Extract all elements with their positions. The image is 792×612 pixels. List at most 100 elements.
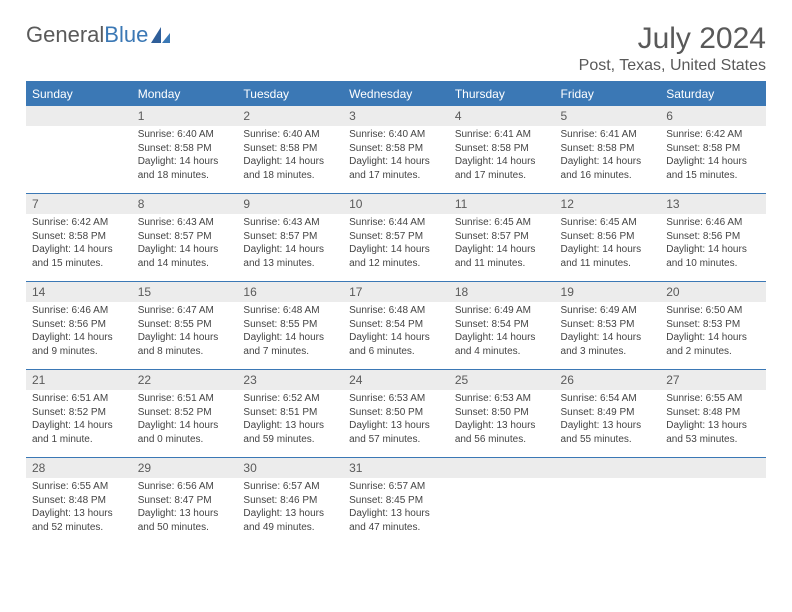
sunrise-text: Sunrise: 6:56 AM (138, 480, 232, 494)
day-number: 30 (237, 457, 343, 478)
sunrise-text: Sunrise: 6:49 AM (455, 304, 549, 318)
day-number: 11 (449, 193, 555, 214)
day-number: 20 (660, 281, 766, 302)
sunrise-text: Sunrise: 6:41 AM (455, 128, 549, 142)
sunrise-text: Sunrise: 6:42 AM (666, 128, 760, 142)
calendar-cell: 26Sunrise: 6:54 AMSunset: 8:49 PMDayligh… (555, 369, 661, 457)
day-number: 13 (660, 193, 766, 214)
day-number: 22 (132, 369, 238, 390)
sunrise-text: Sunrise: 6:42 AM (32, 216, 126, 230)
daylight-text: Daylight: 14 hours and 0 minutes. (138, 419, 232, 446)
day-number: 24 (343, 369, 449, 390)
sunset-text: Sunset: 8:54 PM (349, 318, 443, 332)
sunrise-text: Sunrise: 6:45 AM (455, 216, 549, 230)
day-number: 14 (26, 281, 132, 302)
sunrise-text: Sunrise: 6:50 AM (666, 304, 760, 318)
empty-daynum (555, 457, 661, 478)
day-detail: Sunrise: 6:49 AMSunset: 8:53 PMDaylight:… (555, 302, 661, 364)
day-detail: Sunrise: 6:41 AMSunset: 8:58 PMDaylight:… (555, 126, 661, 188)
sunset-text: Sunset: 8:52 PM (138, 406, 232, 420)
month-title: July 2024 (579, 22, 766, 55)
calendar-cell: 6Sunrise: 6:42 AMSunset: 8:58 PMDaylight… (660, 105, 766, 193)
day-number: 18 (449, 281, 555, 302)
sunset-text: Sunset: 8:57 PM (455, 230, 549, 244)
day-detail: Sunrise: 6:41 AMSunset: 8:58 PMDaylight:… (449, 126, 555, 188)
calendar-cell: 5Sunrise: 6:41 AMSunset: 8:58 PMDaylight… (555, 105, 661, 193)
daylight-text: Daylight: 14 hours and 14 minutes. (138, 243, 232, 270)
daylight-text: Daylight: 14 hours and 11 minutes. (455, 243, 549, 270)
header: GeneralBlue July 2024 Post, Texas, Unite… (26, 22, 766, 75)
daylight-text: Daylight: 14 hours and 2 minutes. (666, 331, 760, 358)
daylight-text: Daylight: 14 hours and 12 minutes. (349, 243, 443, 270)
logo-text-2: Blue (104, 22, 148, 48)
daylight-text: Daylight: 14 hours and 7 minutes. (243, 331, 337, 358)
sunrise-text: Sunrise: 6:53 AM (349, 392, 443, 406)
daylight-text: Daylight: 14 hours and 6 minutes. (349, 331, 443, 358)
calendar-row: 7Sunrise: 6:42 AMSunset: 8:58 PMDaylight… (26, 193, 766, 281)
calendar-row: 28Sunrise: 6:55 AMSunset: 8:48 PMDayligh… (26, 457, 766, 545)
day-detail: Sunrise: 6:40 AMSunset: 8:58 PMDaylight:… (343, 126, 449, 188)
calendar-cell: 22 Sunrise: 6:51 AMSunset: 8:52 PMDayligh… (132, 369, 238, 457)
weekday-header: Sunday (26, 82, 132, 105)
day-detail: Sunrise: 6:53 AMSunset: 8:50 PMDaylight:… (343, 390, 449, 452)
calendar-row: 1Sunrise: 6:40 AMSunset: 8:58 PMDaylight… (26, 105, 766, 193)
day-detail: Sunrise: 6:56 AMSunset: 8:47 PMDaylight:… (132, 478, 238, 540)
sunrise-text: Sunrise: 6:51 AM (138, 392, 232, 406)
weekday-header: Tuesday (237, 82, 343, 105)
sunrise-text: Sunrise: 6:44 AM (349, 216, 443, 230)
sunset-text: Sunset: 8:45 PM (349, 494, 443, 508)
calendar-cell: 13Sunrise: 6:46 AMSunset: 8:56 PMDayligh… (660, 193, 766, 281)
sunset-text: Sunset: 8:49 PM (561, 406, 655, 420)
day-detail: Sunrise: 6:43 AMSunset: 8:57 PMDaylight:… (132, 214, 238, 276)
empty-daynum (660, 457, 766, 478)
sunset-text: Sunset: 8:57 PM (243, 230, 337, 244)
day-number: 8 (132, 193, 238, 214)
daylight-text: Daylight: 14 hours and 9 minutes. (32, 331, 126, 358)
daylight-text: Daylight: 14 hours and 1 minute. (32, 419, 126, 446)
day-number: 23 (237, 369, 343, 390)
sunrise-text: Sunrise: 6:40 AM (138, 128, 232, 142)
day-number: 10 (343, 193, 449, 214)
sunrise-text: Sunrise: 6:55 AM (32, 480, 126, 494)
daylight-text: Daylight: 14 hours and 18 minutes. (243, 155, 337, 182)
day-number: 29 (132, 457, 238, 478)
sunrise-text: Sunrise: 6:51 AM (32, 392, 126, 406)
sunrise-text: Sunrise: 6:47 AM (138, 304, 232, 318)
weekday-header: Thursday (449, 82, 555, 105)
day-detail: Sunrise: 6:42 AMSunset: 8:58 PMDaylight:… (26, 214, 132, 276)
day-detail: Sunrise: 6:57 AMSunset: 8:45 PMDaylight:… (343, 478, 449, 540)
sunset-text: Sunset: 8:50 PM (455, 406, 549, 420)
daylight-text: Daylight: 14 hours and 13 minutes. (243, 243, 337, 270)
sunrise-text: Sunrise: 6:53 AM (455, 392, 549, 406)
sunrise-text: Sunrise: 6:43 AM (138, 216, 232, 230)
daylight-text: Daylight: 13 hours and 57 minutes. (349, 419, 443, 446)
daylight-text: Daylight: 14 hours and 18 minutes. (138, 155, 232, 182)
calendar-cell: 9Sunrise: 6:43 AMSunset: 8:57 PMDaylight… (237, 193, 343, 281)
day-detail: Sunrise: 6:52 AMSunset: 8:51 PMDaylight:… (237, 390, 343, 452)
sunset-text: Sunset: 8:57 PM (349, 230, 443, 244)
sunset-text: Sunset: 8:58 PM (32, 230, 126, 244)
sunset-text: Sunset: 8:53 PM (561, 318, 655, 332)
empty-daynum (26, 105, 132, 126)
daylight-text: Daylight: 13 hours and 50 minutes. (138, 507, 232, 534)
calendar-cell: 23Sunrise: 6:52 AMSunset: 8:51 PMDayligh… (237, 369, 343, 457)
sunset-text: Sunset: 8:58 PM (349, 142, 443, 156)
sunrise-text: Sunrise: 6:49 AM (561, 304, 655, 318)
day-detail: Sunrise: 6:44 AMSunset: 8:57 PMDaylight:… (343, 214, 449, 276)
day-detail: Sunrise: 6:49 AMSunset: 8:54 PMDaylight:… (449, 302, 555, 364)
daylight-text: Daylight: 14 hours and 4 minutes. (455, 331, 549, 358)
sunset-text: Sunset: 8:52 PM (32, 406, 126, 420)
weekday-header: Saturday (660, 82, 766, 105)
day-detail: Sunrise: 6:46 AMSunset: 8:56 PMDaylight:… (660, 214, 766, 276)
weekday-header-row: Sunday Monday Tuesday Wednesday Thursday… (26, 82, 766, 105)
day-detail: Sunrise: 6:50 AMSunset: 8:53 PMDaylight:… (660, 302, 766, 364)
sunrise-text: Sunrise: 6:55 AM (666, 392, 760, 406)
calendar-cell: 15Sunrise: 6:47 AMSunset: 8:55 PMDayligh… (132, 281, 238, 369)
calendar-cell: 17Sunrise: 6:48 AMSunset: 8:54 PMDayligh… (343, 281, 449, 369)
sunrise-text: Sunrise: 6:57 AM (243, 480, 337, 494)
empty-daynum (449, 457, 555, 478)
calendar-cell: 8Sunrise: 6:43 AMSunset: 8:57 PMDaylight… (132, 193, 238, 281)
sunset-text: Sunset: 8:46 PM (243, 494, 337, 508)
calendar-row: 21Sunrise: 6:51 AMSunset: 8:52 PMDayligh… (26, 369, 766, 457)
sunset-text: Sunset: 8:56 PM (32, 318, 126, 332)
